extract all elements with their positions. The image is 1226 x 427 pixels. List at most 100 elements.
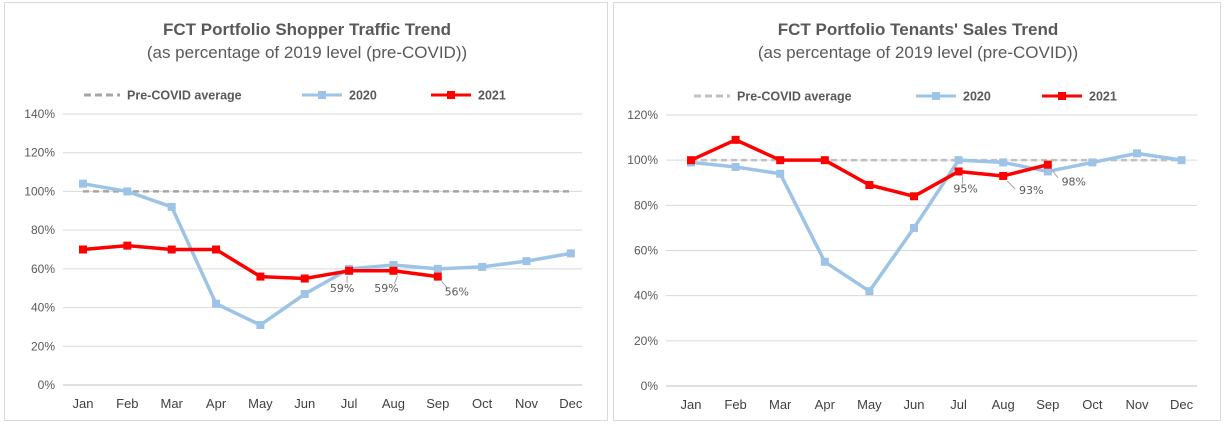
data-point-2020 [300,290,309,299]
legend-label: 2020 [963,90,991,104]
x-tick-label: Nov [515,396,539,411]
data-point-2020 [212,299,221,308]
data-point-2021 [687,156,695,165]
data-point-2020 [433,264,442,273]
data-point-2021 [910,192,918,201]
legend-entry: 2021 [431,89,506,103]
x-tick-label: Jul [950,397,967,412]
y-tick-label: 80% [634,198,658,212]
x-tick-label: Sep [426,396,449,411]
legend-entry: 2020 [916,90,991,104]
tenant-sales-chart: FCT Portfolio Tenants' Sales Trend (as p… [627,20,1197,412]
data-label-leader [441,281,449,289]
x-tick-label: Oct [1082,397,1103,412]
data-point-2020 [167,202,176,211]
legend-entry: Pre-COVID average [694,90,852,104]
y-tick-label: 40% [31,301,55,315]
data-label: 93% [1019,184,1043,197]
x-tick-label: May [248,396,273,411]
data-point-2021 [212,245,221,254]
data-point-2020 [954,156,963,165]
data-label-leader [393,275,398,284]
data-point-2020 [910,223,918,232]
x-tick-label: Oct [472,396,493,411]
shopper-traffic-chart: FCT Portfolio Shopper Traffic Trend (as … [24,20,583,411]
legend-swatch-marker [318,91,326,99]
y-tick-label: 80% [31,223,55,237]
x-tick-label: Mar [769,397,792,412]
legend-entry: 2021 [1042,90,1117,104]
data-label: 95% [953,182,977,195]
x-tick-label: Dec [559,396,583,411]
legend-label: 2021 [478,89,506,103]
data-point-2020 [79,179,87,188]
legend-swatch-marker [932,92,940,100]
chart-title: FCT Portfolio Tenants' Sales Trend [778,20,1058,39]
y-tick-label: 20% [634,334,658,348]
data-point-2020 [1177,156,1186,165]
data-point-2021 [389,266,398,275]
y-tick-label: 120% [24,146,55,160]
legend-entry: 2020 [302,89,377,103]
x-tick-label: Mar [161,396,184,411]
data-point-2021 [433,272,442,281]
data-point-2020 [999,158,1008,167]
data-point-2021 [820,156,829,165]
y-tick-label: 40% [634,289,658,303]
data-point-2021 [167,245,176,254]
data-label: 98% [1062,176,1086,189]
series-line-2020 [690,151,1182,293]
legend-label: Pre-COVID average [127,89,242,103]
y-tick-label: 0% [38,378,56,392]
y-tick-label: 20% [31,339,55,353]
legend-label: 2020 [349,89,377,103]
y-tick-label: 140% [24,107,55,121]
data-point-2020 [731,162,740,171]
data-point-2021 [776,156,785,165]
x-tick-label: Jun [294,396,315,411]
data-point-2020 [820,257,829,266]
shopper-traffic-chart-panel: FCT Portfolio Shopper Traffic Trend (as … [4,2,608,421]
data-point-2020 [776,169,785,178]
data-point-2020 [123,187,132,196]
x-tick-label: May [857,397,882,412]
data-point-2020 [1088,158,1097,167]
legend-label: 2021 [1089,90,1117,104]
legend-swatch-marker [1058,92,1066,100]
x-tick-label: Feb [724,397,746,412]
x-tick-label: Jan [73,396,94,411]
data-point-2021 [999,171,1008,180]
chart-subtitle: (as percentage of 2019 level (pre-COVID)… [758,43,1078,62]
data-point-2021 [300,274,309,283]
x-tick-label: Aug [992,397,1015,412]
y-tick-label: 100% [627,153,658,167]
data-label: 59% [330,282,354,295]
tenant-sales-chart-panel: FCT Portfolio Tenants' Sales Trend (as p… [613,2,1221,421]
y-tick-label: 60% [31,262,55,276]
data-point-2020 [1133,149,1141,158]
chart-subtitle: (as percentage of 2019 level (pre-COVID)… [147,43,467,62]
data-label: 56% [445,286,469,299]
data-point-2021 [123,241,132,250]
data-point-2020 [478,262,487,271]
data-point-2020 [566,249,575,258]
x-tick-label: Jun [904,397,925,412]
legend-swatch-marker [447,91,455,99]
x-tick-label: Feb [116,396,138,411]
data-point-2020 [256,320,265,329]
x-tick-label: Dec [1170,397,1194,412]
data-point-2020 [389,260,398,269]
data-point-2020 [1043,167,1052,176]
data-point-2021 [79,245,87,254]
data-point-2021 [954,167,963,176]
data-point-2021 [865,181,874,190]
chart-title: FCT Portfolio Shopper Traffic Trend [163,20,451,39]
x-tick-label: Nov [1125,397,1149,412]
data-label-leader [1051,169,1059,178]
data-point-2021 [345,266,354,275]
y-tick-label: 60% [634,244,658,258]
data-point-2020 [865,287,874,296]
y-tick-label: 0% [641,379,659,393]
data-point-2021 [1043,160,1052,169]
x-tick-label: Apr [206,396,227,411]
